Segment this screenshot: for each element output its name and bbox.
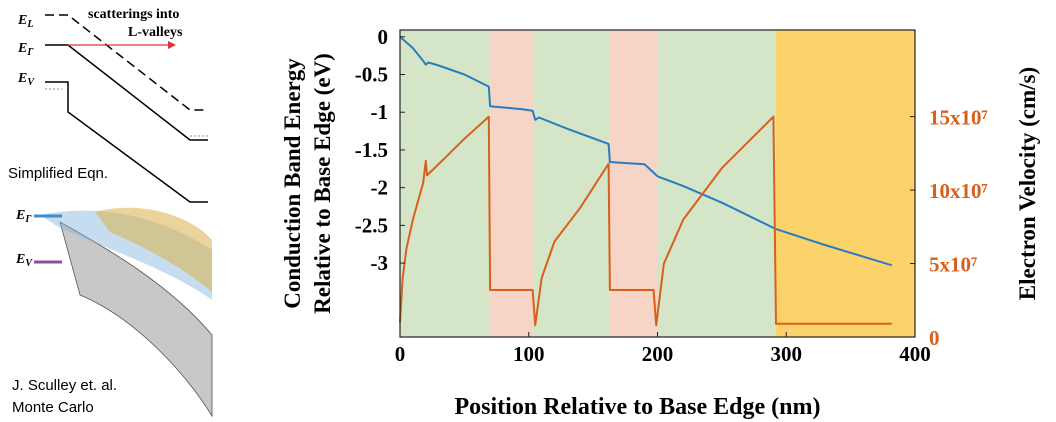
x-tick-label: 200 bbox=[642, 342, 674, 366]
valence-line bbox=[45, 81, 208, 203]
label-sub: V bbox=[27, 77, 35, 88]
region bbox=[490, 30, 534, 337]
region bbox=[609, 30, 658, 337]
band-label: EΓ bbox=[17, 41, 34, 58]
caption: Simplified Eqn. bbox=[8, 165, 108, 182]
label-sub: Γ bbox=[24, 214, 32, 225]
l-electrons bbox=[95, 207, 212, 292]
series-line bbox=[399, 36, 893, 267]
region bbox=[775, 30, 915, 337]
y-axis-title: Relative to Base Edge (eV) bbox=[310, 53, 335, 314]
label-main: E bbox=[15, 252, 25, 267]
band-label: EV bbox=[15, 252, 33, 269]
y2-tick-label: 5x10⁷ bbox=[929, 253, 977, 277]
annotation: L-valleys bbox=[128, 25, 183, 40]
y2-tick-label: 15x10⁷ bbox=[929, 106, 988, 130]
l-valley-line bbox=[45, 14, 208, 111]
left-panel: EL EΓ EV scatterings into L-valleys Simp… bbox=[8, 7, 213, 418]
label-sub: Γ bbox=[26, 47, 34, 58]
region bbox=[533, 30, 610, 337]
label-sub: V bbox=[25, 258, 33, 269]
y-tick-label: -1.5 bbox=[355, 138, 388, 162]
x-tick-label: 0 bbox=[395, 342, 406, 366]
band-label: EL bbox=[17, 13, 33, 30]
y2-tick-label: 0 bbox=[929, 326, 940, 350]
x-tick-label: 100 bbox=[513, 342, 545, 366]
y-tick-label: -2 bbox=[371, 176, 389, 200]
series-line bbox=[399, 115, 892, 327]
label-main: E bbox=[17, 71, 27, 86]
region bbox=[400, 30, 491, 337]
y-tick-label: -3 bbox=[371, 251, 389, 275]
chart: 0 100 200 300 4000-0.5-1-1.5-2-2.5-305x10⁷10… bbox=[280, 25, 1040, 420]
x-tick-label: 400 bbox=[899, 342, 931, 366]
conduction-region bbox=[59, 221, 213, 418]
arrow-head bbox=[168, 41, 176, 49]
y2-tick-label: 10x10⁷ bbox=[929, 179, 988, 203]
y2-axis-title: Electron Velocity (cm/s) bbox=[1015, 67, 1040, 300]
y-tick-label: 0 bbox=[378, 25, 389, 49]
gamma-line bbox=[45, 44, 208, 141]
credit: J. Sculley et. al. bbox=[12, 377, 117, 394]
y-tick-label: -1 bbox=[371, 100, 389, 124]
annotation: scatterings into bbox=[88, 7, 179, 22]
label-main: E bbox=[15, 208, 25, 223]
band-label: EΓ bbox=[15, 208, 32, 225]
x-axis-title: Position Relative to Base Edge (nm) bbox=[455, 394, 821, 420]
label-sub: L bbox=[26, 19, 33, 30]
y-tick-label: -0.5 bbox=[355, 63, 388, 87]
label-main: E bbox=[17, 13, 27, 28]
y-tick-label: -2.5 bbox=[355, 213, 388, 237]
label-main: E bbox=[17, 41, 27, 56]
credit: Monte Carlo bbox=[12, 399, 94, 416]
x-tick-label: 300 bbox=[771, 342, 803, 366]
band-label: EV bbox=[17, 71, 35, 88]
y-axis-title: Conduction Band Energy bbox=[280, 58, 305, 309]
